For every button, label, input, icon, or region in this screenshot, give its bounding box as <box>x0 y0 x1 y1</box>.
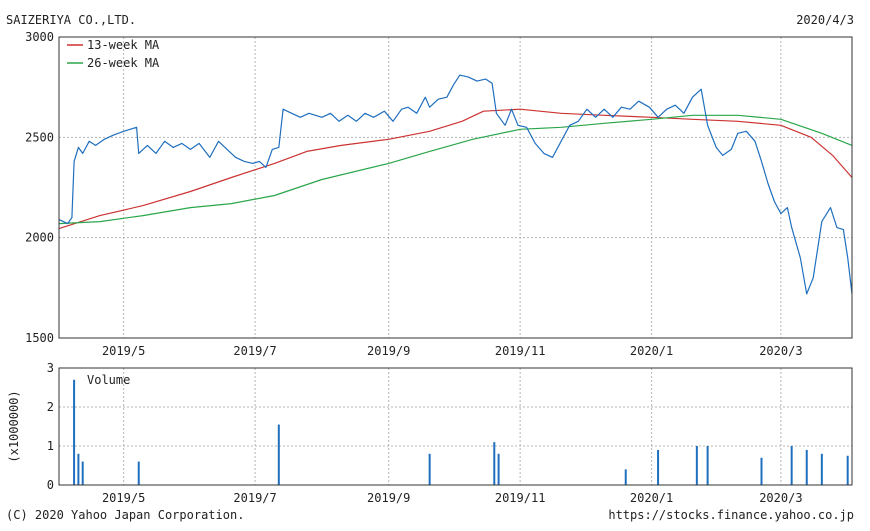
volume-xtick-label: 2020/1 <box>630 491 673 505</box>
copyright-text: (C) 2020 Yahoo Japan Corporation. <box>6 508 245 522</box>
series-line-13-week-ma <box>58 108 853 230</box>
volume-xtick-label: 2019/5 <box>102 491 145 505</box>
volume-ytick-label: 1 <box>47 439 54 453</box>
volume-axis-label: (x1000000) <box>7 390 21 462</box>
price-xtick-label: 2020/1 <box>630 344 673 358</box>
legend-label: 13-week MA <box>87 38 160 52</box>
legend-label: 26-week MA <box>87 56 160 70</box>
volume-frame <box>58 367 853 486</box>
volume-ytick-label: 2 <box>47 400 54 414</box>
volume-xtick-label: 2020/3 <box>759 491 802 505</box>
price-ytick-label: 2500 <box>25 130 54 144</box>
volume-xtick-label: 2019/11 <box>495 491 546 505</box>
price-xtick-label: 2020/3 <box>759 344 802 358</box>
volume-ytick-label: 3 <box>47 361 54 375</box>
series-line-price <box>58 74 853 295</box>
price-ytick-label: 3000 <box>25 30 54 44</box>
price-xtick-label: 2019/11 <box>495 344 546 358</box>
price-ytick-label: 2000 <box>25 231 54 245</box>
price-xtick-label: 2019/5 <box>102 344 145 358</box>
price-ytick-label: 1500 <box>25 331 54 345</box>
price-xtick-label: 2019/9 <box>367 344 410 358</box>
legend-label: Volume <box>87 373 130 387</box>
company-name: SAIZERIYA CO.,LTD. <box>6 13 137 27</box>
series-line-26-week-ma <box>58 114 853 225</box>
volume-xtick-label: 2019/9 <box>367 491 410 505</box>
price-xtick-label: 2019/7 <box>233 344 276 358</box>
as-of-date: 2020/4/3 <box>796 13 854 27</box>
volume-ytick-label: 0 <box>47 478 54 492</box>
source-link[interactable]: https://stocks.finance.yahoo.co.jp <box>608 508 854 522</box>
price-frame <box>58 36 853 339</box>
volume-xtick-label: 2019/7 <box>233 491 276 505</box>
